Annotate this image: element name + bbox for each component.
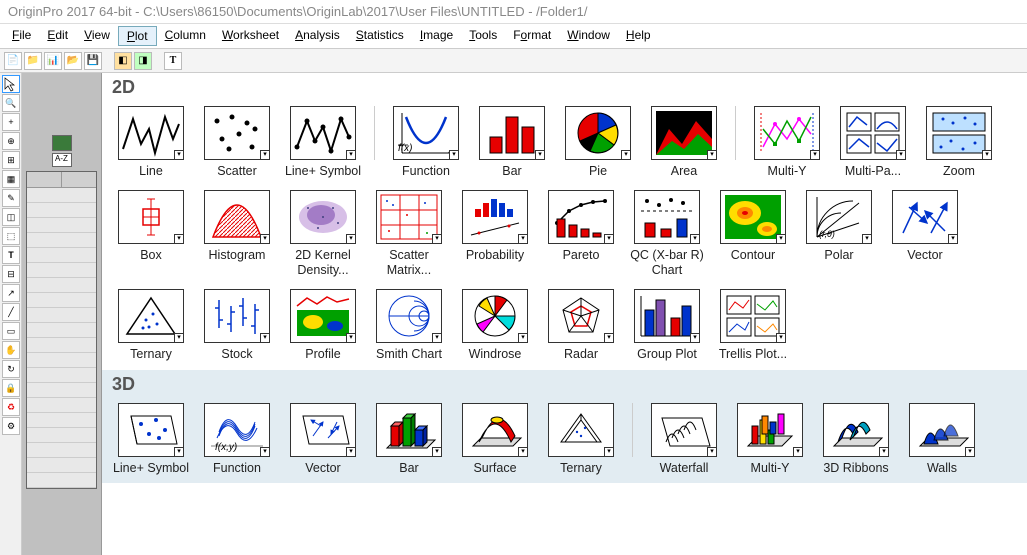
- plot-menu-panel: 2D ▾ Line ▾ Scatter ▾ Line+ Symbol f(x)▾…: [102, 73, 1027, 555]
- plot-waterfall[interactable]: ▾ Waterfall: [645, 403, 723, 475]
- region-tool[interactable]: ◫: [2, 208, 20, 226]
- plot-trellis[interactable]: ▾ Trellis Plot...: [714, 289, 792, 361]
- plot-line[interactable]: ▾ Line: [112, 106, 190, 178]
- plot-ternary[interactable]: ▾ Ternary: [112, 289, 190, 361]
- zoom-tool[interactable]: 🔍: [2, 94, 20, 112]
- plot-contour[interactable]: ▾ Contour: [714, 190, 792, 262]
- plot-3d-bar[interactable]: ▾ Bar: [370, 403, 448, 475]
- plot-3d-vector[interactable]: ▾ Vector: [284, 403, 362, 475]
- menu-file[interactable]: File: [4, 26, 39, 46]
- section-2d-header: 2D: [102, 73, 1027, 102]
- recycle-tool[interactable]: ♻: [2, 398, 20, 416]
- plot-multi-panel[interactable]: ▾ Multi-Pa...: [834, 106, 912, 178]
- plot-line-symbol[interactable]: ▾ Line+ Symbol: [284, 106, 362, 178]
- rect-tool[interactable]: ▭: [2, 322, 20, 340]
- plot-pareto[interactable]: ▾ Pareto: [542, 190, 620, 262]
- axis-tool[interactable]: ⊟: [2, 265, 20, 283]
- plot-row-3d: ▾ Line+ Symbol f(x,y)▾ Function ▾ Vector…: [102, 399, 1027, 483]
- worksheet-grid[interactable]: [26, 171, 97, 489]
- worksheet-icon[interactable]: [52, 135, 72, 151]
- plot-area[interactable]: ▾ Area: [645, 106, 723, 178]
- plot-kernel-density[interactable]: ▾ 2D Kernel Density...: [284, 190, 362, 277]
- rotate-tool[interactable]: ↻: [2, 360, 20, 378]
- separator: [374, 106, 375, 160]
- menu-column[interactable]: Column: [157, 26, 214, 46]
- left-toolbar: 🔍 + ⊕ ⊞ ▦ ✎ ◫ ⬚ T ⊟ ↗ ╱ ▭ ✋ ↻ 🔒 ♻ ⚙: [0, 73, 22, 555]
- draw-tool[interactable]: ✎: [2, 189, 20, 207]
- plot-stock[interactable]: ▾ Stock: [198, 289, 276, 361]
- plot-row-3: ▾ Ternary ▾ Stock ▾ Profile ▾ Smith Char…: [102, 285, 1027, 369]
- new-project-button[interactable]: 📄: [4, 52, 22, 70]
- plot-3d-surface[interactable]: ▾ Surface: [456, 403, 534, 475]
- text-tool-button[interactable]: T: [164, 52, 182, 70]
- plot-bar[interactable]: ▾ Bar: [473, 106, 551, 178]
- menu-window[interactable]: Window: [559, 26, 618, 46]
- misc-tool[interactable]: ⚙: [2, 417, 20, 435]
- plot-histogram[interactable]: ▾ Histogram: [198, 190, 276, 262]
- plot-probability[interactable]: ▾ Probability: [456, 190, 534, 262]
- save-button[interactable]: 💾: [84, 52, 102, 70]
- menu-plot[interactable]: Plot: [118, 26, 157, 46]
- separator: [632, 403, 633, 457]
- open-button[interactable]: 📂: [64, 52, 82, 70]
- plot-row-1: ▾ Line ▾ Scatter ▾ Line+ Symbol f(x)▾ Fu…: [102, 102, 1027, 186]
- menu-format[interactable]: Format: [505, 26, 559, 46]
- tool-a-button[interactable]: ◧: [114, 52, 132, 70]
- menu-image[interactable]: Image: [412, 26, 461, 46]
- plot-pie[interactable]: ▾ Pie: [559, 106, 637, 178]
- plot-zoom[interactable]: ▾ Zoom: [920, 106, 998, 178]
- plot-polar[interactable]: (r,θ)▾ Polar: [800, 190, 878, 262]
- plot-row-2: ▾ Box ▾ Histogram ▾ 2D Kernel Density...…: [102, 186, 1027, 285]
- window-title: OriginPro 2017 64-bit - C:\Users\86150\D…: [0, 0, 1027, 24]
- tool-b-button[interactable]: ◨: [134, 52, 152, 70]
- plot-3d-function[interactable]: f(x,y)▾ Function: [198, 403, 276, 475]
- worksheet-panel: A-Z: [22, 73, 102, 555]
- select-tool[interactable]: ⬚: [2, 227, 20, 245]
- menu-bar: File Edit View Plot Column Worksheet Ana…: [0, 24, 1027, 49]
- menu-view[interactable]: View: [76, 26, 118, 46]
- new-folder-button[interactable]: 📁: [24, 52, 42, 70]
- mask-tool[interactable]: ▦: [2, 170, 20, 188]
- plot-windrose[interactable]: ▾ Windrose: [456, 289, 534, 361]
- plot-3d-line-symbol[interactable]: ▾ Line+ Symbol: [112, 403, 190, 475]
- hand-tool[interactable]: ✋: [2, 341, 20, 359]
- plot-3d-ribbons[interactable]: ▾ 3D Ribbons: [817, 403, 895, 475]
- pointer-tool[interactable]: [2, 75, 20, 93]
- plot-scatter[interactable]: ▾ Scatter: [198, 106, 276, 178]
- plot-multi-y[interactable]: ▾ Multi-Y: [748, 106, 826, 178]
- arrow-tool[interactable]: ↗: [2, 284, 20, 302]
- svg-text:f(x,y): f(x,y): [215, 442, 237, 453]
- plot-smith[interactable]: ▾ Smith Chart: [370, 289, 448, 361]
- reader-tool[interactable]: +: [2, 113, 20, 131]
- menu-analysis[interactable]: Analysis: [287, 26, 348, 46]
- grid-tool[interactable]: ⊞: [2, 151, 20, 169]
- plot-profile[interactable]: ▾ Profile: [284, 289, 362, 361]
- toolbar-main: 📄 📁 📊 📂 💾 ◧ ◨ T: [0, 49, 1027, 73]
- plot-box[interactable]: ▾ Box: [112, 190, 190, 262]
- new-workbook-button[interactable]: 📊: [44, 52, 62, 70]
- plot-3d-multi-y[interactable]: ▾ Multi-Y: [731, 403, 809, 475]
- menu-statistics[interactable]: Statistics: [348, 26, 412, 46]
- menu-edit[interactable]: Edit: [39, 26, 76, 46]
- plot-scatter-matrix[interactable]: ▾ Scatter Matrix...: [370, 190, 448, 277]
- sort-az-button[interactable]: A-Z: [52, 153, 72, 167]
- separator: [735, 106, 736, 160]
- plot-function[interactable]: f(x)▾ Function: [387, 106, 465, 178]
- line-tool[interactable]: ╱: [2, 303, 20, 321]
- section-3d-header: 3D: [102, 370, 1027, 399]
- text-tool[interactable]: T: [2, 246, 20, 264]
- plot-qc[interactable]: ▾ QC (X-bar R) Chart: [628, 190, 706, 277]
- plot-radar[interactable]: ▾ Radar: [542, 289, 620, 361]
- plot-group[interactable]: ▾ Group Plot: [628, 289, 706, 361]
- menu-tools[interactable]: Tools: [461, 26, 505, 46]
- lock-tool[interactable]: 🔒: [2, 379, 20, 397]
- menu-worksheet[interactable]: Worksheet: [214, 26, 287, 46]
- data-tool[interactable]: ⊕: [2, 132, 20, 150]
- plot-vector[interactable]: ▾ Vector: [886, 190, 964, 262]
- plot-walls[interactable]: ▾ Walls: [903, 403, 981, 475]
- menu-help[interactable]: Help: [618, 26, 659, 46]
- svg-text:(r,θ): (r,θ): [819, 229, 835, 239]
- plot-3d-ternary[interactable]: ▾ Ternary: [542, 403, 620, 475]
